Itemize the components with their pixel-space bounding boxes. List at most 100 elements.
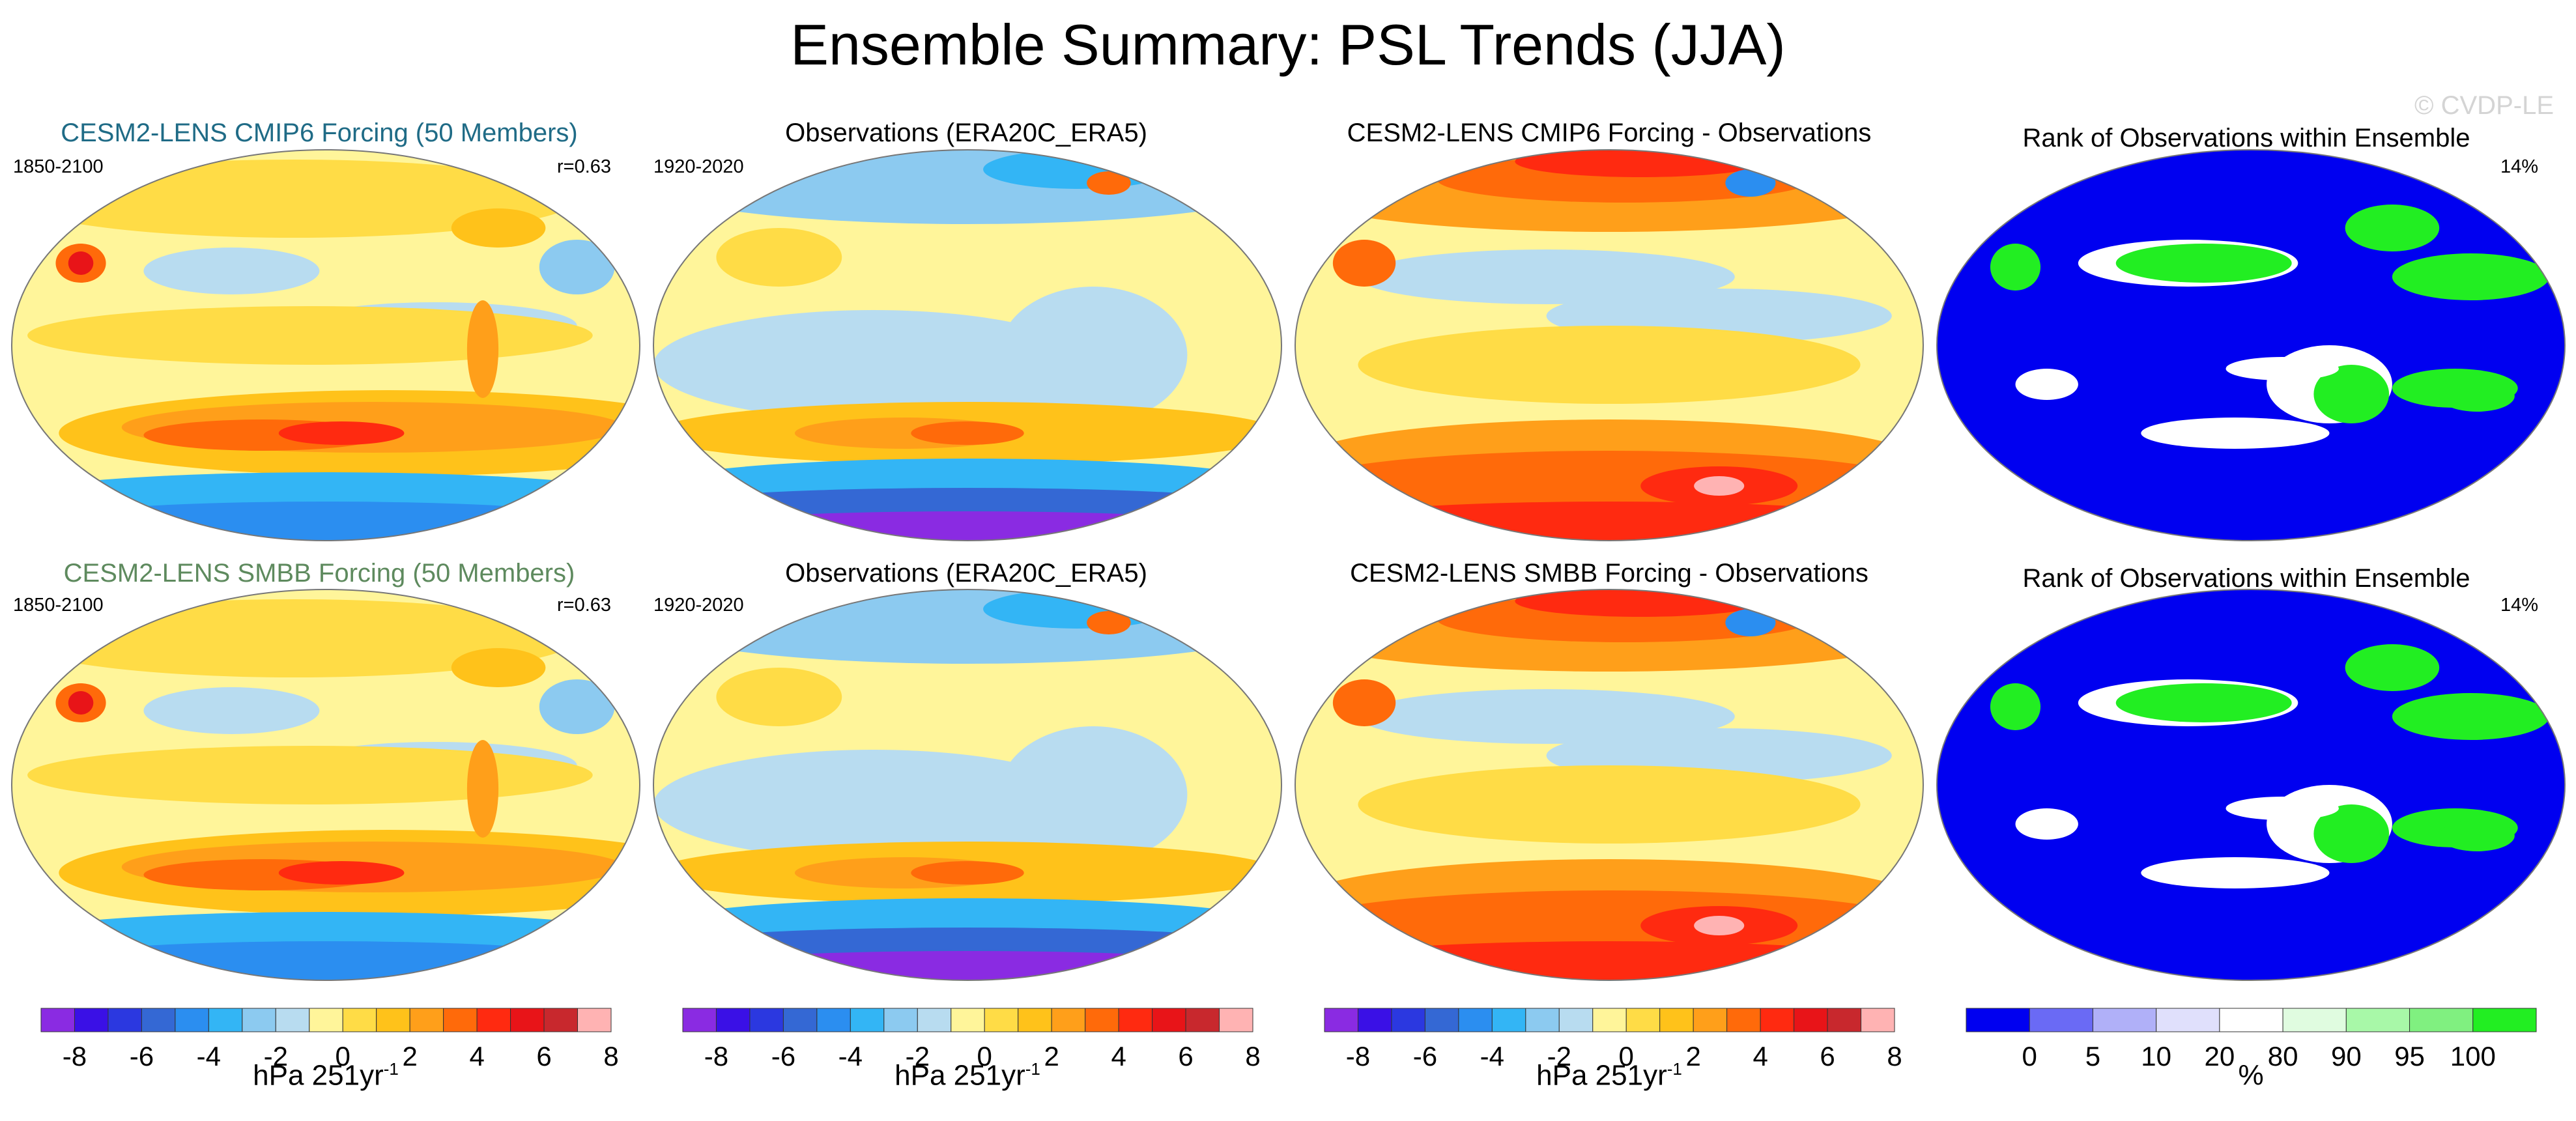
field-contour — [999, 287, 1188, 423]
colorbar-hpa-3-tick-label: -8 — [1346, 1041, 1370, 1071]
colorbar-hpa-3-swatch — [1592, 1008, 1627, 1032]
map-outline — [1295, 589, 1924, 981]
field-contour — [1326, 502, 1892, 541]
field-contour — [466, 740, 499, 838]
colorbar-hpa-2-swatch — [816, 1008, 851, 1032]
field-contour — [451, 208, 546, 248]
field-contour — [278, 861, 405, 885]
field-contour — [2225, 357, 2339, 380]
colorbar-hpa-3-tick-label: 6 — [1820, 1041, 1835, 1071]
colorbar-hpa-3-tick-label: -6 — [1413, 1041, 1437, 1071]
field-contour — [2115, 683, 2292, 722]
map-background — [1937, 589, 2565, 980]
field-contour — [1725, 609, 1776, 636]
field-contour — [43, 502, 608, 541]
field-contour — [451, 648, 546, 687]
colorbar-hpa-1-swatch — [342, 1008, 377, 1032]
colorbar-hpa-1-swatch — [577, 1008, 612, 1032]
field-contour — [1358, 689, 1735, 744]
field-contour — [68, 691, 94, 715]
colorbar-hpa-2-tick-label: 6 — [1178, 1041, 1193, 1071]
panel-right-label-r1c1: r=0.63 — [557, 156, 612, 177]
field-contour — [653, 589, 1281, 664]
field-contour — [1694, 476, 1745, 496]
map-outline — [1936, 149, 2566, 541]
field-contour — [1332, 679, 1396, 726]
colorbar-hpa-2-swatch — [1152, 1008, 1186, 1032]
colorbar-hpa-2-tick-label: -2 — [906, 1041, 930, 1071]
colorbar-hpa-1-tick-label: -8 — [63, 1041, 87, 1071]
colorbar-rank-swatch — [2345, 1008, 2411, 1032]
colorbar-hpa-2-tick-label: 8 — [1245, 1041, 1260, 1071]
colorbar-unit: hPa 251yr — [253, 1059, 384, 1092]
field-contour — [2392, 253, 2549, 300]
colorbar-hpa-2-swatch — [1051, 1008, 1086, 1032]
colorbar-hpa-3-swatch — [1357, 1008, 1392, 1032]
field-contour — [143, 687, 320, 734]
colorbar-unit-exponent: -1 — [1667, 1059, 1682, 1079]
colorbar-hpa-3-swatch — [1693, 1008, 1728, 1032]
panel-title-r2c2: Observations (ERA20C_ERA5) — [785, 559, 1147, 588]
field-contour — [2392, 693, 2549, 740]
colorbar-hpa-2-swatch — [782, 1008, 818, 1032]
colorbar-rank-swatch — [2029, 1008, 2093, 1032]
map-panel-r2c3 — [1295, 589, 1923, 980]
map-outline — [653, 589, 1282, 981]
field-contour — [716, 668, 842, 726]
panel-title-r1c4: Rank of Observations within Ensemble — [2022, 124, 2470, 152]
map-panel-r2c1 — [12, 589, 640, 980]
panel-title-r2c4: Rank of Observations within Ensemble — [2022, 564, 2470, 593]
colorbar-hpa-3-swatch — [1424, 1008, 1459, 1032]
colorbar-unit-exponent: -1 — [383, 1059, 399, 1079]
colorbar-hpa-3-tick-label: 8 — [1887, 1041, 1902, 1071]
field-contour — [653, 150, 1281, 224]
field-contour — [1087, 611, 1131, 634]
map-panel-r2c4 — [1937, 589, 2565, 980]
colorbar-hpa-2-tick-label: -6 — [771, 1041, 795, 1071]
field-contour — [2345, 644, 2440, 691]
colorbar-hpa-3-tick-label: 0 — [1619, 1041, 1634, 1071]
colorbar-hpa-1-swatch — [242, 1008, 276, 1032]
map-outline — [1936, 589, 2566, 981]
field-contour — [999, 726, 1188, 863]
watermark: © CVDP-LE — [2414, 91, 2554, 120]
colorbar-hpa-1-swatch — [309, 1008, 343, 1032]
field-contour — [2225, 797, 2339, 820]
colorbar-hpa-1-swatch — [376, 1008, 410, 1032]
colorbar-hpa-3-swatch — [1458, 1008, 1493, 1032]
colorbar-hpa-2-swatch — [951, 1008, 985, 1032]
field-contour — [68, 251, 94, 275]
field-contour — [27, 746, 593, 804]
colorbar-hpa-3-swatch — [1659, 1008, 1694, 1032]
colorbar-rank-swatch — [1966, 1008, 2030, 1032]
colorbar-hpa-1-swatch — [510, 1008, 545, 1032]
colorbar-hpa-1-swatch — [409, 1008, 444, 1032]
colorbar-hpa-3-swatch — [1558, 1008, 1594, 1032]
colorbar-hpa-3-swatch — [1525, 1008, 1560, 1032]
field-contour — [2313, 365, 2390, 423]
colorbar-rank-swatch — [2156, 1008, 2220, 1032]
map-panel-r1c1 — [12, 150, 640, 541]
field-contour — [27, 306, 593, 365]
colorbar-hpa-1-swatch — [40, 1008, 75, 1032]
field-contour — [539, 679, 615, 734]
panel-right-label-r2c4: 14% — [2500, 595, 2539, 616]
colorbar-hpa-1-tick-label: 4 — [469, 1041, 484, 1071]
colorbar-hpa-3-swatch — [1391, 1008, 1425, 1032]
colorbar-hpa-1-swatch — [476, 1008, 511, 1032]
colorbar-hpa-1-swatch — [443, 1008, 478, 1032]
field-contour — [1694, 916, 1745, 935]
colorbar-rank-swatch — [2409, 1008, 2474, 1032]
colorbar-hpa-1-tick-label: 6 — [536, 1041, 551, 1071]
figure-title: Ensemble Summary: PSL Trends (JJA) — [790, 12, 1786, 77]
field-contour — [653, 750, 1093, 859]
field-contour — [1990, 244, 2041, 291]
field-contour — [716, 228, 842, 287]
colorbar-hpa-1-tick-label: 8 — [603, 1041, 618, 1071]
map-panel-r1c4 — [1937, 150, 2565, 541]
field-contour — [1295, 890, 1923, 961]
field-contour — [43, 941, 608, 980]
colorbar-label-col4: % — [2238, 1059, 2264, 1091]
map-outline — [653, 149, 1282, 541]
